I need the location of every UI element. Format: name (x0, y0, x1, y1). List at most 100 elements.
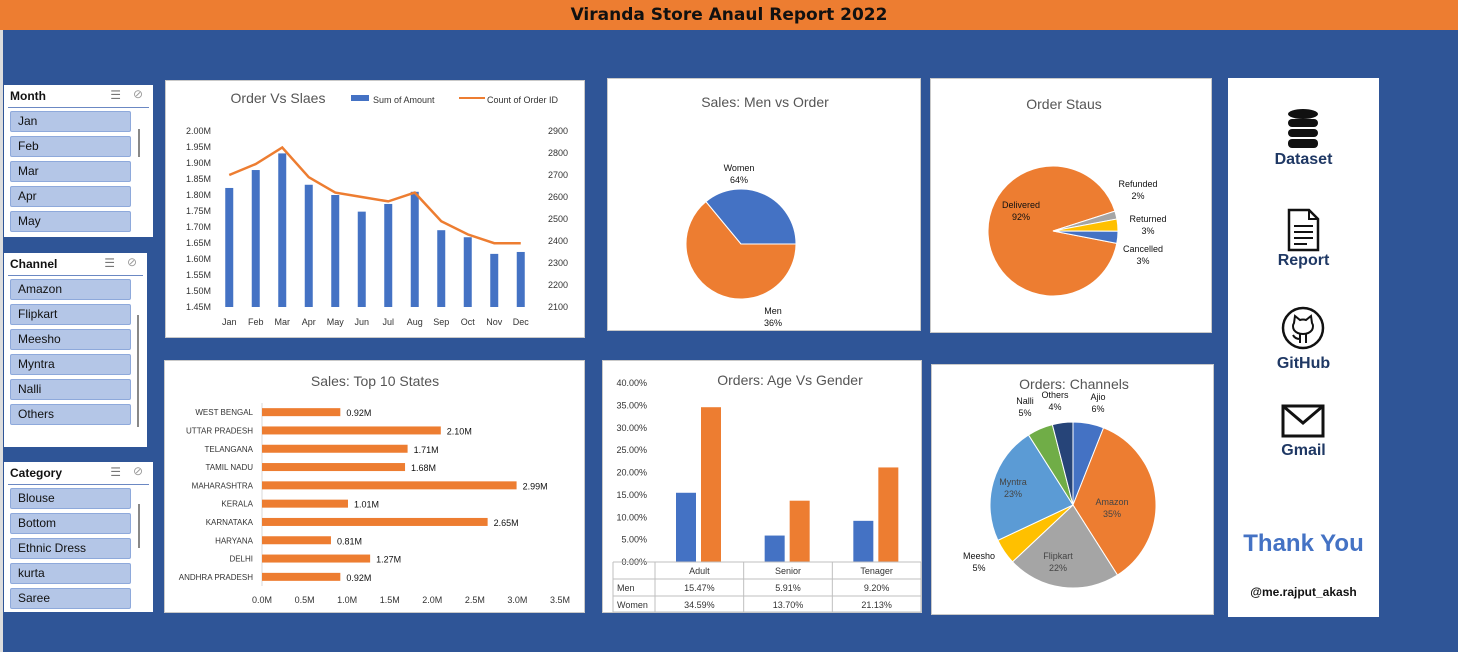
pie-slice (705, 188, 797, 245)
report-title: Viranda Store Anaul Report 2022 (570, 5, 888, 25)
slice-label: Meesho (963, 551, 995, 561)
slicer-item-ethnic-dress[interactable]: Ethnic Dress (10, 538, 131, 559)
slicer-item-amazon[interactable]: Amazon (10, 279, 131, 300)
slicer-item-myntra[interactable]: Myntra (10, 354, 131, 375)
slicer-item-meesho[interactable]: Meesho (10, 329, 131, 350)
slicer-item-flipkart[interactable]: Flipkart (10, 304, 131, 325)
bar (437, 230, 446, 307)
y2-tick-label: 2300 (548, 258, 568, 268)
multi-select-icon[interactable]: ☰ (110, 88, 121, 102)
slicer-title: Category (10, 466, 63, 480)
author-handle[interactable]: @me.rajput_akash (1250, 585, 1357, 599)
clear-filter-icon[interactable]: ⊘ (132, 464, 143, 478)
bar (262, 517, 488, 526)
slicer-item-jan[interactable]: Jan (10, 111, 131, 132)
pie-slice (1051, 421, 1074, 506)
bar (676, 492, 696, 562)
slice-value-label: 6% (1091, 404, 1104, 414)
men-vs-women-panel: Sales: Men vs Order Women 64% Men 36% (607, 78, 921, 331)
y-tick-label: UTTAR PRADESH (186, 426, 253, 435)
table-header: Adult (689, 566, 710, 576)
month-slicer: Month ☰ ⊘ Jan Feb Mar Apr May (4, 85, 153, 237)
y-tick-label: 15.00% (616, 490, 647, 500)
github-icon[interactable] (1280, 305, 1326, 351)
series-line (228, 145, 521, 245)
legend-label: Count of Order ID (487, 95, 559, 105)
slice-value-label: 36% (764, 318, 782, 328)
slicer-title: Channel (10, 257, 58, 271)
slicer-item-apr[interactable]: Apr (10, 186, 131, 207)
x-tick-label: May (327, 317, 345, 327)
table-row-label: Men (617, 583, 635, 593)
y2-tick-label: 2800 (548, 148, 568, 158)
x-tick-label: 3.5M (550, 595, 570, 605)
data-label: 2.99M (523, 481, 548, 491)
x-tick-label: Nov (486, 317, 503, 327)
slice-value-label: 5% (972, 563, 985, 573)
bar (262, 408, 341, 417)
clear-filter-icon[interactable]: ⊘ (132, 87, 143, 101)
bar (262, 554, 371, 563)
table-cell: 15.47% (684, 583, 715, 593)
y-tick-label: 30.00% (616, 423, 647, 433)
slice-label: Men (764, 306, 782, 316)
sheet-gridlines (0, 30, 3, 652)
slicer-item-feb[interactable]: Feb (10, 136, 131, 157)
slicer-items: Amazon Flipkart Meesho Myntra Nalli Others (10, 279, 131, 429)
slicer-scrollbar[interactable] (138, 504, 140, 548)
document-icon[interactable] (1285, 208, 1321, 252)
thank-you-text: Thank You (1243, 530, 1364, 557)
slicer-item-nalli[interactable]: Nalli (10, 379, 131, 400)
y-tick-label: HARYANA (215, 536, 254, 545)
bar (262, 572, 341, 581)
slicer-item-kurta[interactable]: kurta (10, 563, 131, 584)
x-tick-label: 0.0M (252, 595, 272, 605)
pie-slice (685, 200, 797, 300)
slice-label: Others (1041, 390, 1069, 400)
y-tick-label: KARNATAKA (206, 518, 254, 527)
slicer-item-blouse[interactable]: Blouse (10, 488, 131, 509)
report-link[interactable]: Report (1277, 252, 1330, 269)
slicer-item-saree[interactable]: Saree (10, 588, 131, 609)
x-tick-label: Mar (275, 317, 291, 327)
clear-filter-icon[interactable]: ⊘ (126, 255, 137, 269)
multi-select-icon[interactable]: ☰ (110, 465, 121, 479)
table-header: Senior (775, 566, 801, 576)
x-tick-label: Apr (302, 317, 316, 327)
slice-label: Flipkart (1043, 551, 1073, 561)
x-tick-label: Dec (513, 317, 530, 327)
x-tick-label: Jun (354, 317, 369, 327)
slice-value-label: 22% (1049, 563, 1067, 573)
data-label: 1.71M (414, 445, 439, 455)
slice-value-label: 4% (1048, 402, 1061, 412)
bar (853, 520, 874, 562)
legend-swatch (351, 95, 369, 101)
title-bar: Viranda Store Anaul Report 2022 (0, 0, 1458, 31)
slicer-item-bottom[interactable]: Bottom (10, 513, 131, 534)
y-tick-label: 1.50M (186, 286, 211, 296)
slice-label: Refunded (1118, 179, 1157, 189)
mail-icon[interactable] (1281, 404, 1325, 438)
slicer-scrollbar[interactable] (137, 315, 139, 427)
bar (278, 153, 287, 307)
github-link[interactable]: GitHub (1276, 355, 1331, 372)
pie-slice (1072, 427, 1157, 576)
y-tick-label: TAMIL NADU (205, 463, 253, 472)
y2-tick-label: 2500 (548, 214, 568, 224)
slice-value-label: 5% (1018, 408, 1031, 418)
pie-slice (989, 434, 1074, 542)
pie-slice (1011, 504, 1119, 589)
slicer-item-mar[interactable]: Mar (10, 161, 131, 182)
slicer-scrollbar[interactable] (138, 129, 140, 157)
slicer-item-may[interactable]: May (10, 211, 131, 232)
table-header: Tenager (860, 566, 893, 576)
y-tick-label: 1.90M (186, 158, 211, 168)
x-tick-label: Jul (382, 317, 394, 327)
multi-select-icon[interactable]: ☰ (104, 256, 115, 270)
slicer-item-others[interactable]: Others (10, 404, 131, 425)
dataset-link[interactable]: Dataset (1274, 151, 1333, 168)
gmail-link[interactable]: Gmail (1281, 442, 1326, 459)
bar (225, 187, 234, 307)
database-icon[interactable] (1286, 108, 1320, 150)
age-gender-chart: Orders: Age Vs Gender0.00%5.00%10.00%15.… (612, 372, 922, 613)
